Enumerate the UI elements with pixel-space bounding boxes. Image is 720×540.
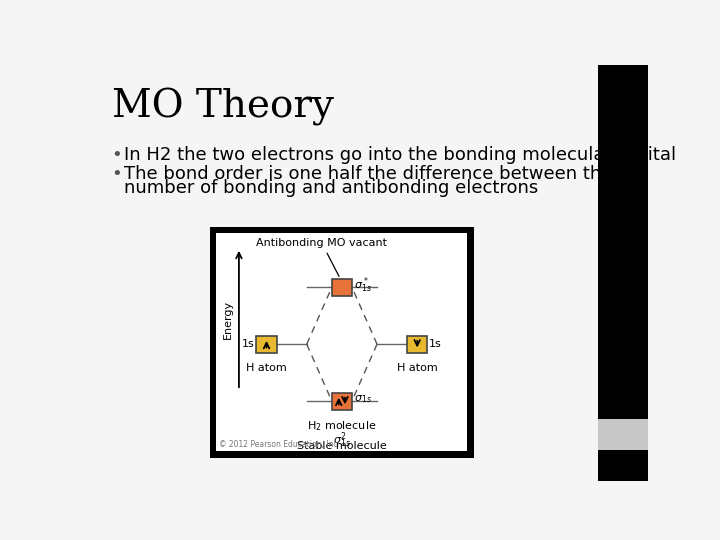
Text: MO Theory: MO Theory bbox=[112, 88, 333, 126]
Text: 1s: 1s bbox=[242, 339, 255, 349]
Text: $\sigma_{1s}$: $\sigma_{1s}$ bbox=[354, 393, 372, 404]
Text: The bond order is one half the difference between the: The bond order is one half the differenc… bbox=[124, 165, 613, 183]
Text: H$_2$ molecule: H$_2$ molecule bbox=[307, 420, 377, 433]
Text: Energy: Energy bbox=[222, 300, 233, 339]
Text: 1s: 1s bbox=[429, 339, 441, 349]
Text: H atom: H atom bbox=[246, 363, 287, 373]
Bar bbox=[332, 393, 352, 409]
Text: In H2 the two electrons go into the bonding molecular orbital: In H2 the two electrons go into the bond… bbox=[124, 146, 676, 164]
Text: •: • bbox=[112, 146, 122, 164]
Text: Stable molecule: Stable molecule bbox=[297, 441, 387, 451]
Bar bbox=[598, 65, 648, 419]
Text: $\sigma^2_{1s}$: $\sigma^2_{1s}$ bbox=[333, 430, 351, 450]
Bar bbox=[210, 226, 474, 457]
Text: Antibonding MO vacant: Antibonding MO vacant bbox=[256, 238, 387, 276]
Text: •: • bbox=[112, 165, 122, 183]
Bar bbox=[332, 279, 352, 296]
Text: $\sigma^*_{1s}$: $\sigma^*_{1s}$ bbox=[354, 275, 372, 295]
Bar bbox=[216, 233, 467, 451]
Text: number of bonding and antibonding electrons: number of bonding and antibonding electr… bbox=[124, 179, 539, 197]
Bar bbox=[407, 336, 427, 353]
Bar bbox=[598, 419, 648, 481]
Text: H atom: H atom bbox=[397, 363, 438, 373]
Text: © 2012 Pearson Education, Inc.: © 2012 Pearson Education, Inc. bbox=[219, 440, 340, 449]
Bar bbox=[598, 450, 648, 481]
Bar bbox=[256, 336, 276, 353]
